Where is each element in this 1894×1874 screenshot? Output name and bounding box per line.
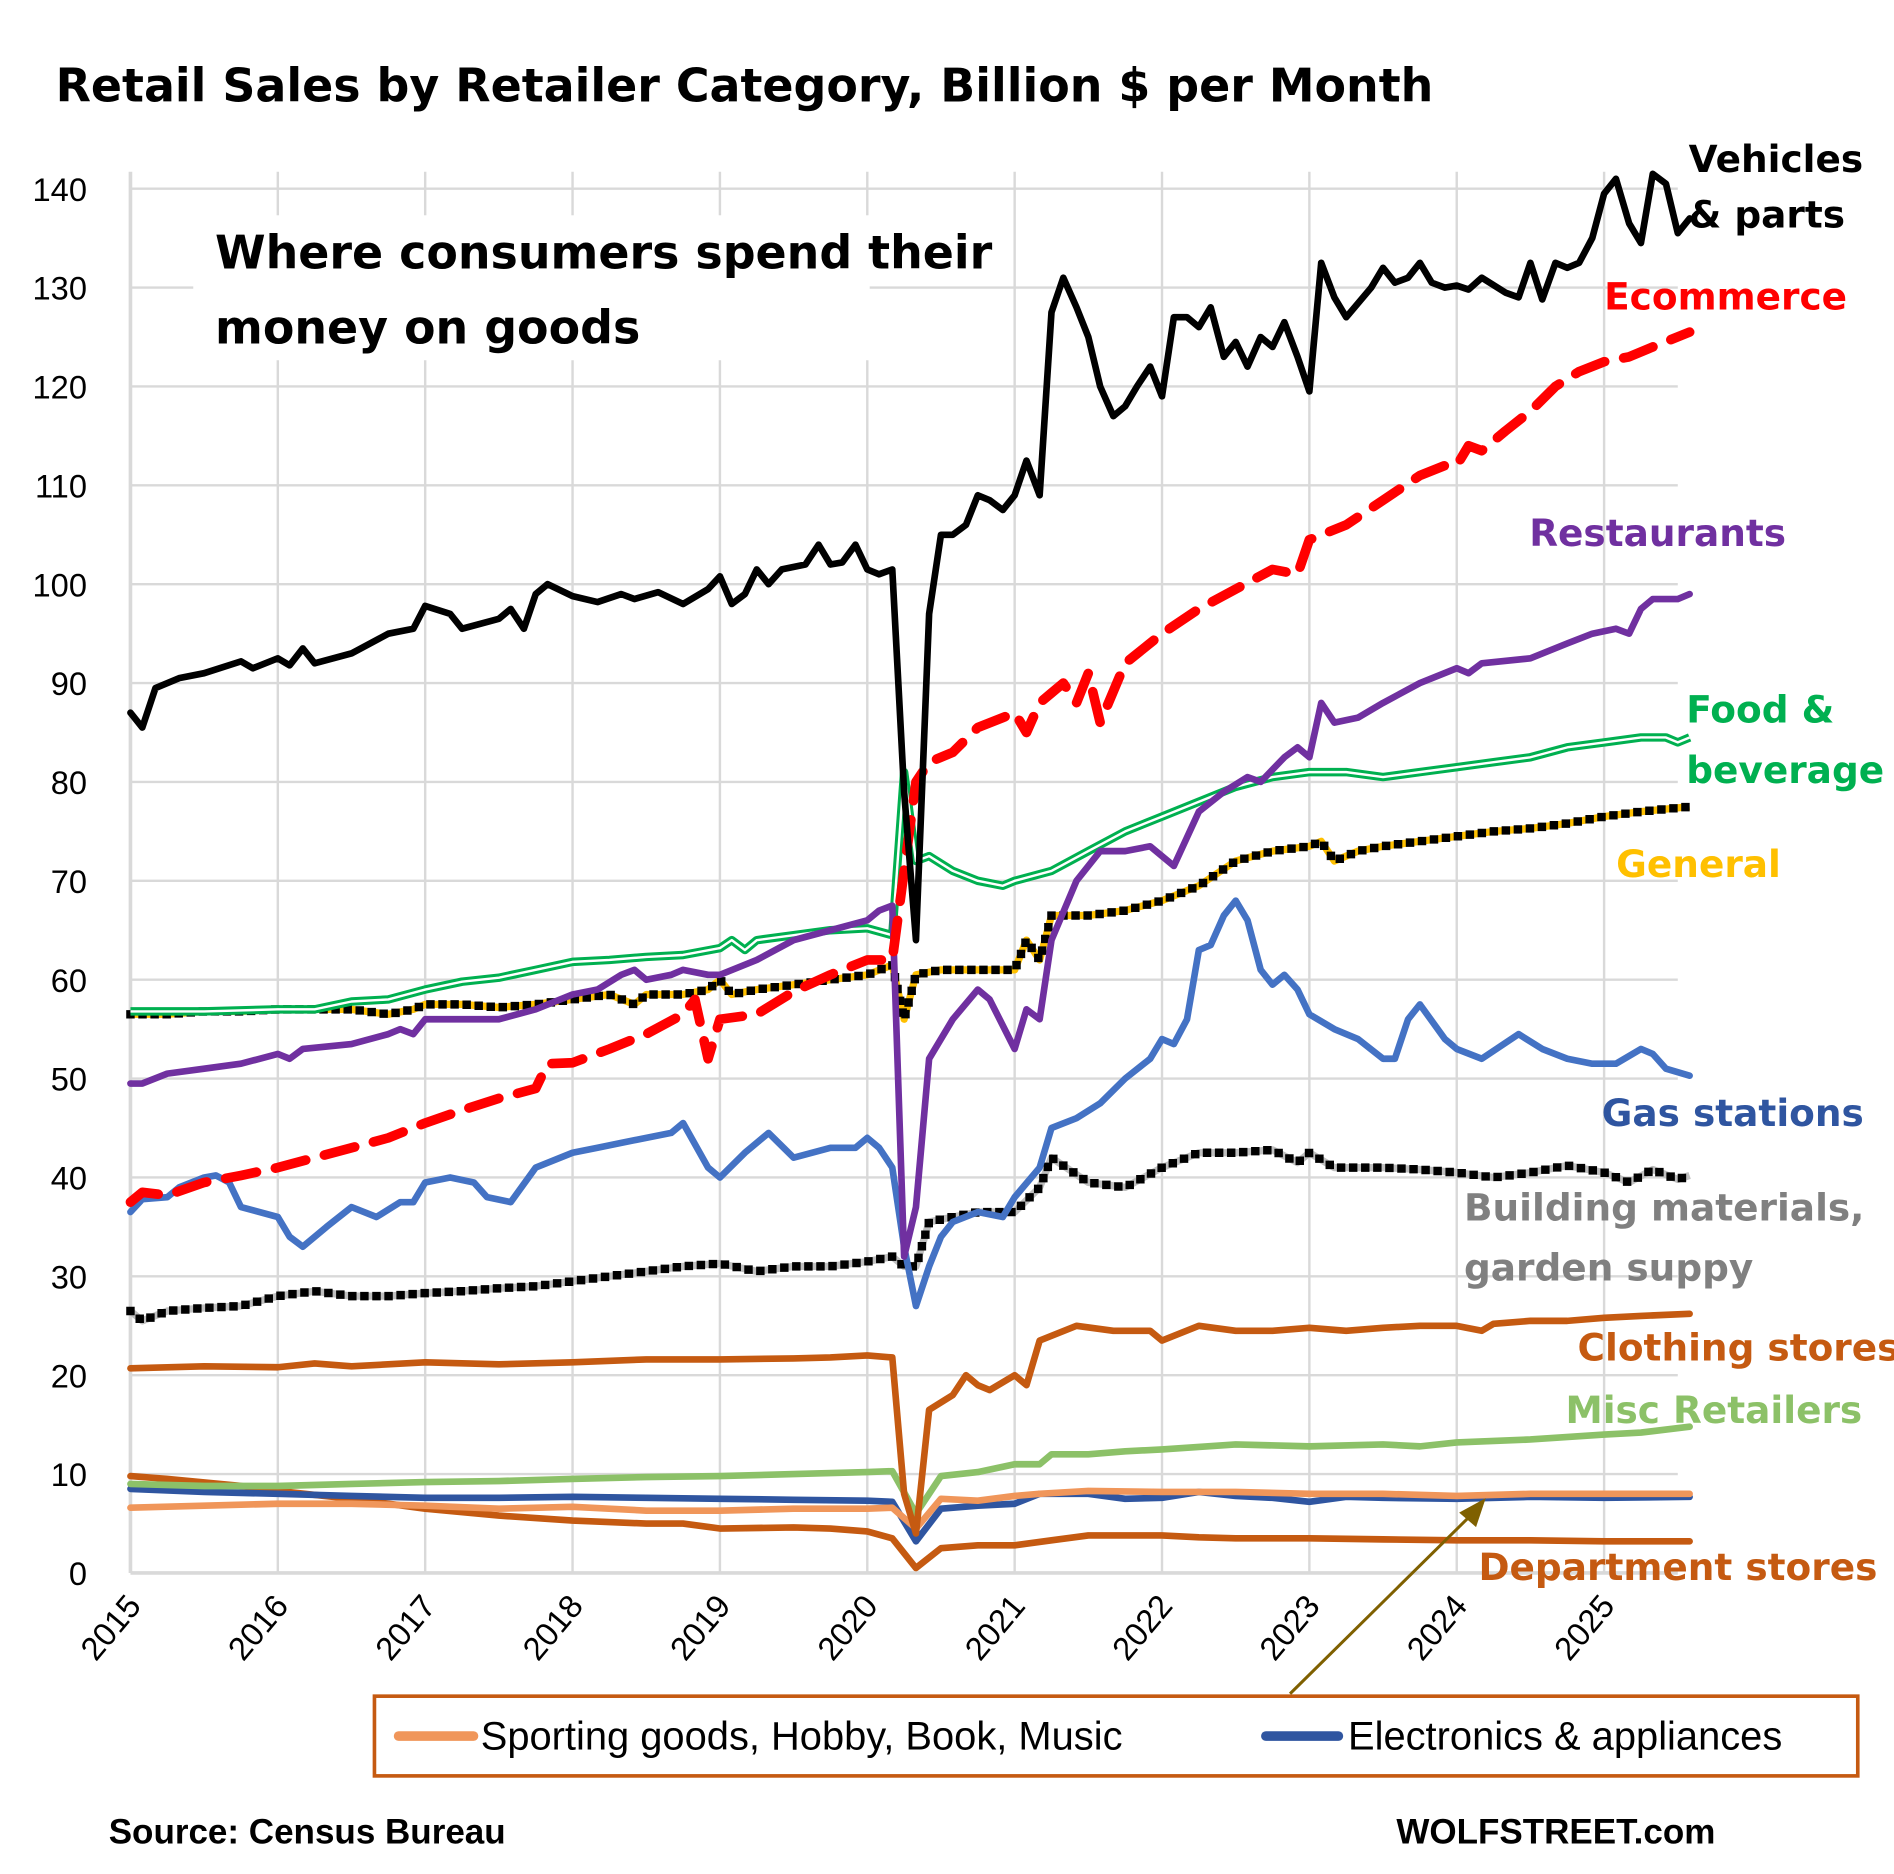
series-vehicles-parts [127,170,1693,944]
y-tick-label: 0 [69,1555,87,1592]
series-sporting-goods-hobby-book-music [127,1487,1693,1532]
x-tick-label: 2019 [662,1588,737,1667]
series-label: General [1616,842,1781,886]
annotation-background [193,215,870,361]
series-misc-retailers-line [127,1423,1693,1517]
y-tick-label: 140 [33,171,87,208]
y-tick-label: 120 [33,369,87,406]
y-tick-label: 40 [51,1160,87,1197]
y-tick-label: 130 [33,270,87,307]
series-label: Vehicles [1689,137,1864,181]
series-label: Clothing stores [1578,1325,1894,1369]
annotation-line-1: Where consumers spend their [215,225,993,279]
series-label: Ecommerce [1604,274,1847,318]
chart-title: Retail Sales by Retailer Category, Billi… [56,59,1434,113]
legend-box [372,1694,1860,1778]
series-restaurants [127,590,1693,1260]
y-tick-label: 60 [51,962,87,999]
series-label: Misc Retailers [1565,1388,1862,1432]
legend-label-sporting: Sporting goods, Hobby, Book, Music [481,1714,1123,1758]
series-gas-stations-line [127,897,1693,1310]
series-food-beverage [130,733,1692,1016]
legend-label-electronics: Electronics & appliances [1348,1714,1782,1758]
x-tick-label: 2020 [810,1588,885,1667]
series-ecommerce [125,327,1695,1207]
y-tick-label: 50 [51,1061,87,1098]
credit-note: WOLFSTREET.com [1396,1813,1715,1852]
series-label: Building materials, [1464,1185,1864,1229]
series-label: beverage [1686,748,1884,792]
y-axis-ticks: 0 10 20 30 40 50 60 70 80 90 100 110 120 130 140 [33,171,87,1592]
series-sporting-goods-hobby-book-music-line [127,1487,1693,1532]
x-tick-label: 2022 [1104,1588,1179,1667]
legend-arrow-head [1459,1498,1486,1528]
x-tick-label: 2018 [515,1588,590,1667]
x-tick-label: 2025 [1547,1588,1622,1667]
series-clothing-stores-line [127,1310,1693,1537]
series-labels: Vehicles & parts Ecommerce Restaurants Food … [1464,137,1894,1589]
x-tick-label: 2015 [73,1588,148,1667]
y-tick-label: 20 [51,1357,87,1394]
y-tick-label: 100 [33,566,87,603]
source-note: Source: Census Bureau [109,1813,506,1852]
series-label: Food & [1686,688,1834,732]
series-general-markers [126,802,1695,1024]
series-label: & parts [1689,192,1845,236]
x-tick-label: 2021 [957,1588,1032,1667]
series-clothing-stores [127,1310,1693,1537]
series-building-materials-garden-suppy [124,1145,1695,1326]
y-tick-label: 90 [51,665,87,702]
series-label: Restaurants [1529,511,1786,555]
y-tick-label: 10 [51,1456,87,1493]
y-tick-label: 30 [51,1258,87,1295]
x-axis-ticks: 2015 2016 2017 2018 2019 2020 2021 2022 2023 2024… [73,1588,1622,1667]
x-tick-label: 2024 [1399,1588,1474,1667]
series-label: Department stores [1478,1545,1877,1589]
y-tick-label: 70 [51,863,87,900]
series-building-materials-garden-suppy-markers [124,1145,1695,1326]
legend: Sporting goods, Hobby, Book, Music Elect… [372,1694,1860,1778]
series-label: garden suppy [1464,1246,1753,1290]
series-misc-retailers [127,1423,1693,1517]
series-gas-stations [127,897,1693,1310]
series-vehicles-parts-line [127,170,1693,944]
legend-arrow [1288,1506,1480,1695]
series-food-beverage-line-inner [130,736,1691,1013]
series-ecommerce-line [125,327,1695,1207]
series-general [126,802,1695,1024]
x-tick-label: 2016 [220,1588,295,1667]
annotation-line-2: money on goods [215,300,640,354]
series-label: Gas stations [1602,1091,1864,1135]
x-tick-label: 2023 [1252,1588,1327,1667]
x-tick-label: 2017 [368,1588,443,1667]
series-lines [124,170,1695,1572]
y-tick-label: 80 [51,764,87,801]
series-restaurants-line [127,590,1693,1260]
y-tick-label: 110 [35,467,87,504]
